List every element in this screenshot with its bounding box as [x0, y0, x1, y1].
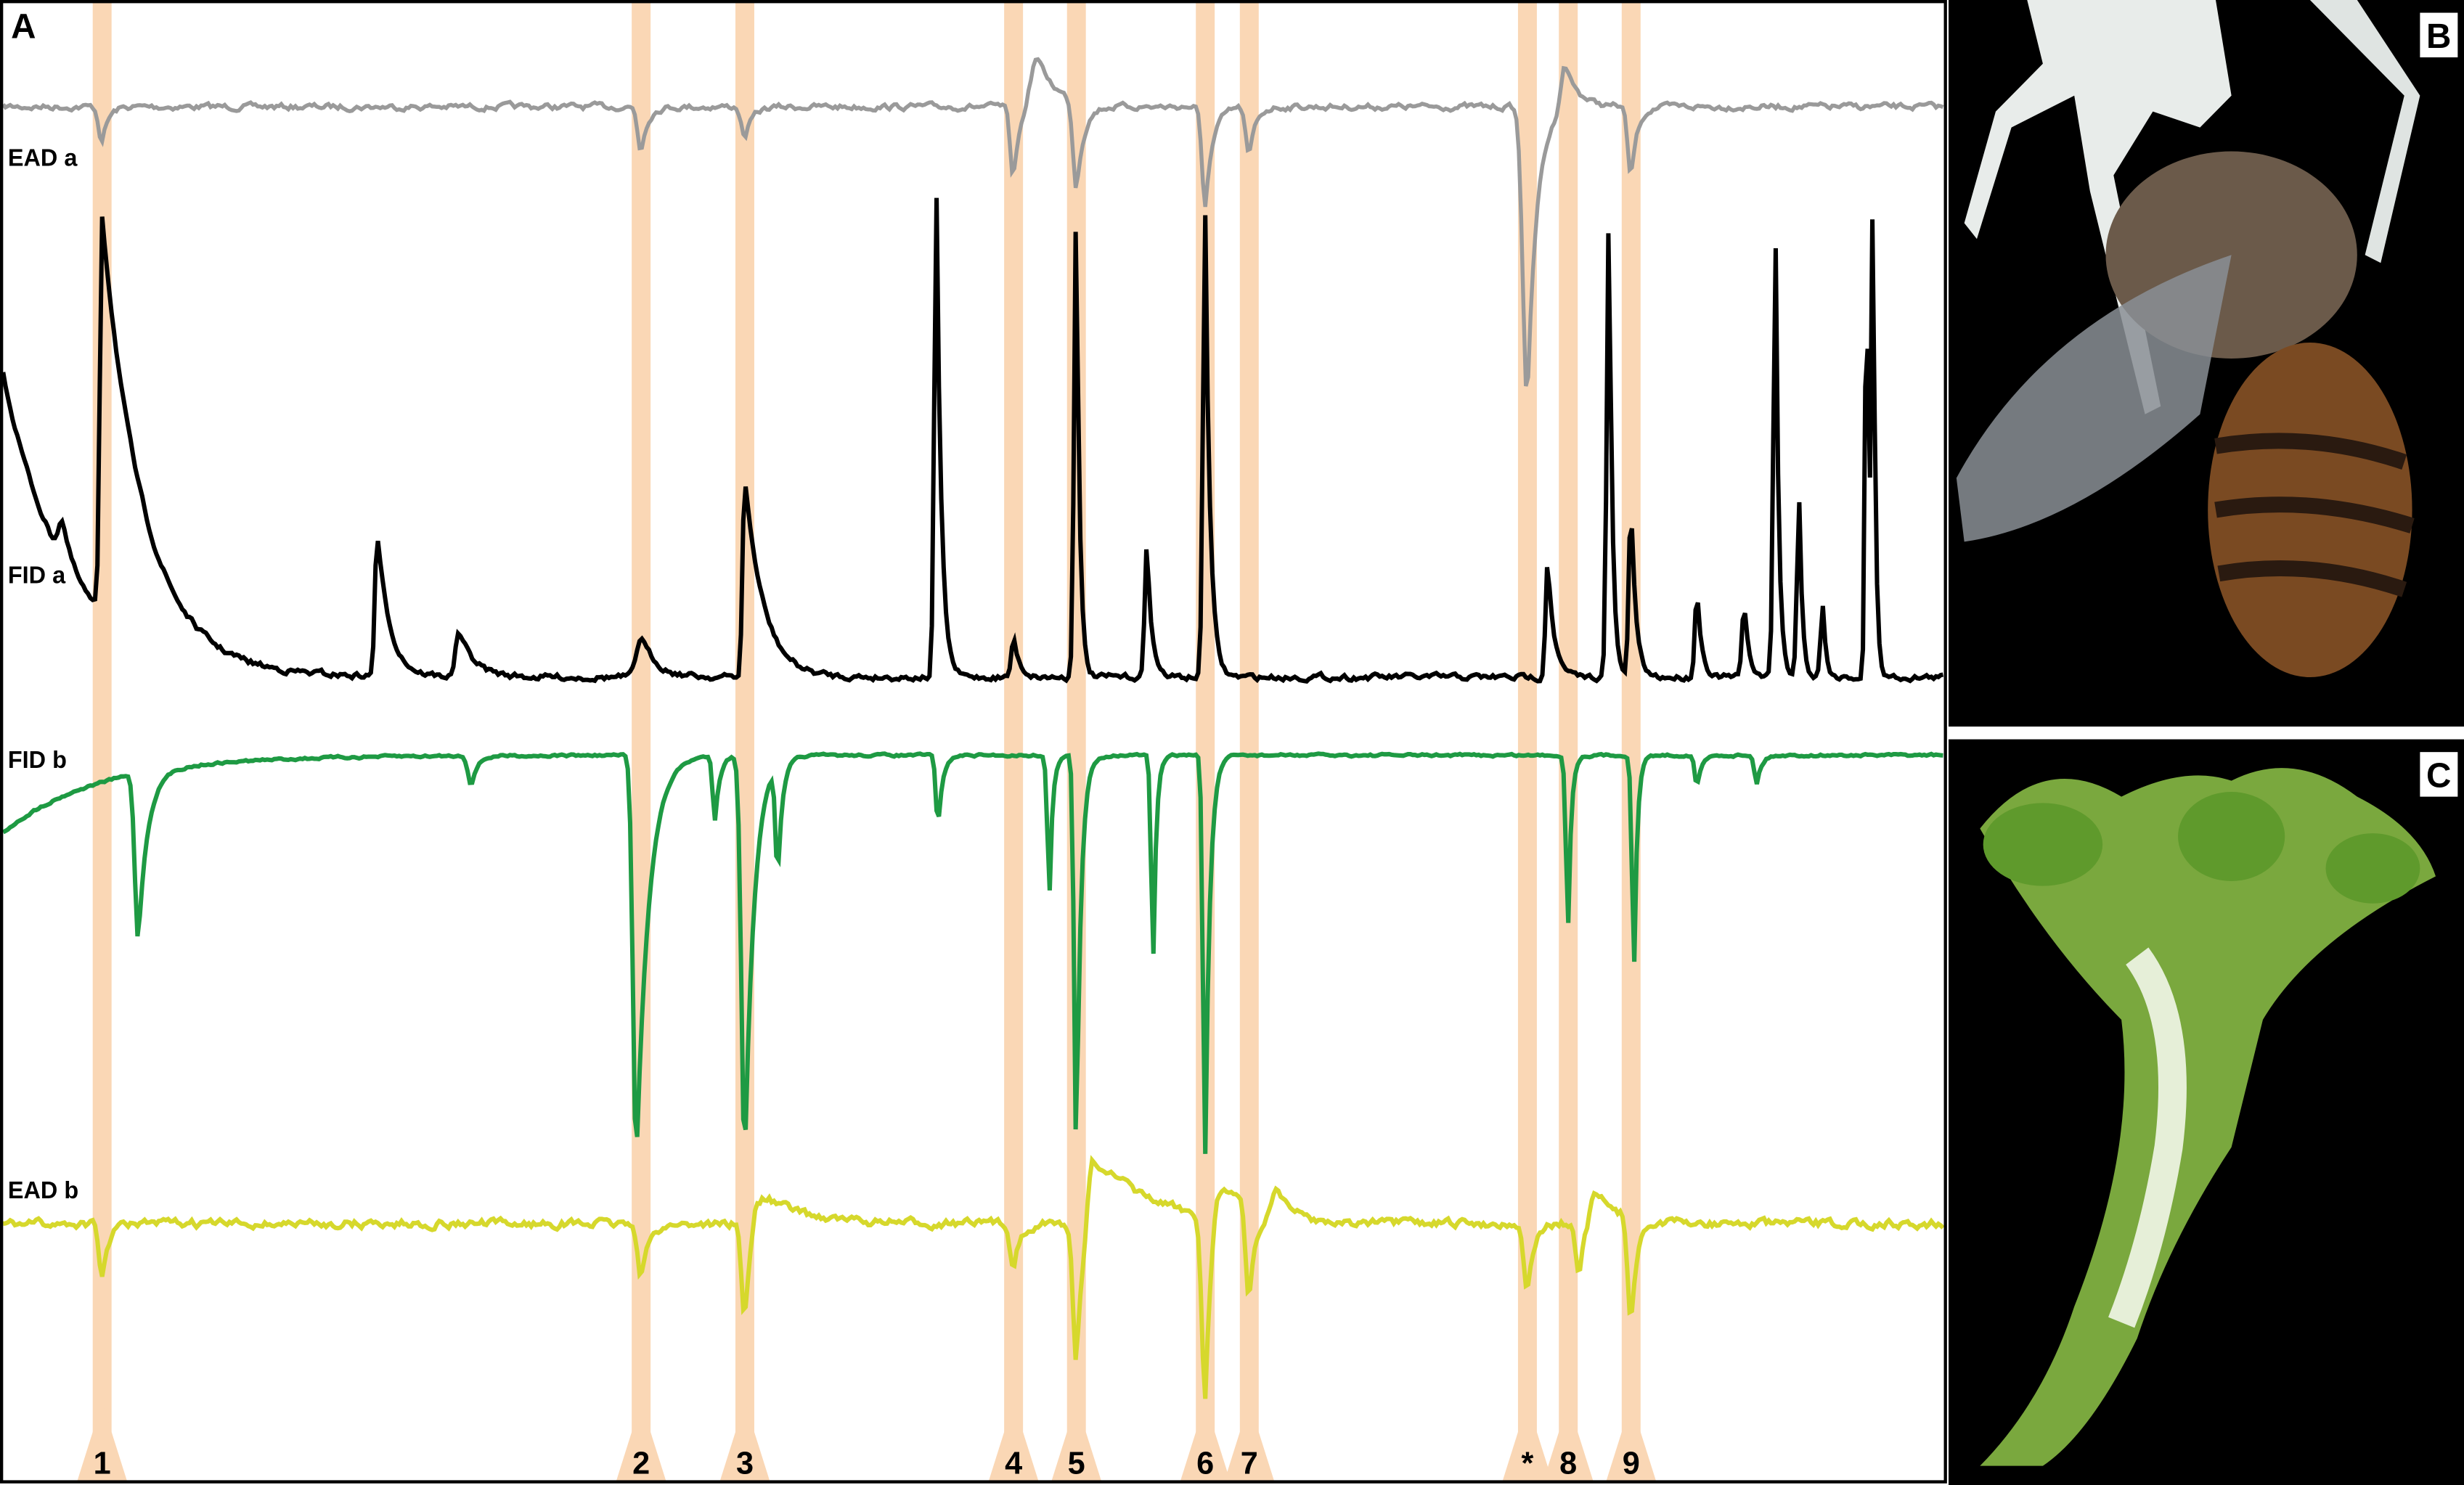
- peak-marker: [719, 1402, 770, 1482]
- trace-label: EAD b: [8, 1177, 78, 1203]
- photo-c: C: [1949, 739, 2464, 1485]
- trace-line: [1, 751, 1943, 1154]
- trace-label: FID b: [8, 746, 67, 773]
- trace-line: [1, 57, 1944, 387]
- peak-marker: [1543, 1402, 1594, 1482]
- peak-marker: [988, 1402, 1039, 1482]
- panel-a-frame: [0, 0, 1947, 1484]
- trace-line: [1, 197, 1944, 684]
- spider-leg: [2309, 0, 2420, 263]
- peak-label: 1: [94, 1446, 111, 1481]
- peak-label: 3: [736, 1446, 754, 1481]
- peak-marker: [1606, 1402, 1657, 1482]
- traces: [1, 57, 1945, 1399]
- panel-label: A: [11, 7, 36, 46]
- photo-b: B: [1949, 0, 2464, 727]
- peak-label: 6: [1196, 1446, 1214, 1481]
- peak-label: 2: [632, 1446, 650, 1481]
- bee-stripes: [2214, 433, 2415, 597]
- peak-marker: [1180, 1402, 1231, 1482]
- label-bg: [2420, 752, 2458, 797]
- panel-label: C: [2426, 756, 2451, 795]
- peak-label: 5: [1068, 1446, 1085, 1481]
- flower-lobe: [1983, 803, 2103, 886]
- peak-label: *: [1522, 1446, 1534, 1481]
- peak-marker: [616, 1402, 666, 1482]
- peak-marker: [1502, 1402, 1553, 1482]
- trace-line: [2, 1155, 1945, 1399]
- peak-band: [632, 0, 651, 1482]
- flower: [1980, 768, 2436, 1466]
- flower-lobe: [2325, 833, 2420, 904]
- peak-label: 4: [1005, 1446, 1022, 1481]
- spider-body: [1964, 0, 2232, 414]
- flower-lobe: [2178, 792, 2285, 881]
- peak-label: 7: [1241, 1446, 1258, 1481]
- peak-marker: [77, 1402, 128, 1482]
- peak-label: 9: [1623, 1446, 1640, 1481]
- label-bg: [2420, 12, 2458, 58]
- peak-labels: 1 2 3 4 5 6 7 * 8 9: [94, 1446, 1640, 1481]
- flower-tube: [2108, 947, 2187, 1328]
- peak-band: [1239, 0, 1259, 1482]
- peak-label: 8: [1559, 1446, 1577, 1481]
- trace-label: EAD a: [8, 144, 78, 171]
- panel-label: B: [2426, 17, 2451, 56]
- peak-marker: [1224, 1402, 1275, 1482]
- peak-marker: [1051, 1402, 1102, 1482]
- trace-label: FID a: [8, 561, 66, 588]
- bee-wing: [1956, 255, 2232, 542]
